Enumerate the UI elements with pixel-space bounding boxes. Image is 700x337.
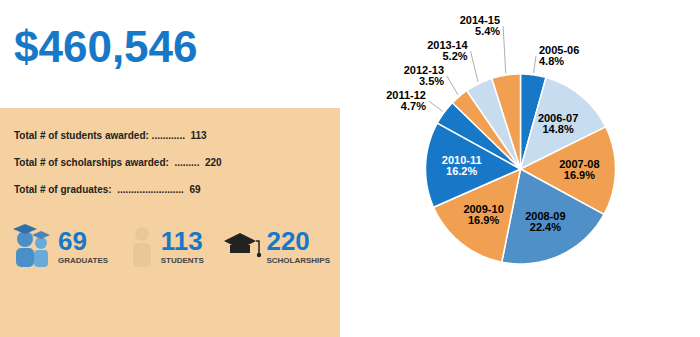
html-text:220: 220 (266, 226, 310, 256)
svg-text:2008-0922.4%: 2008-0922.4% (525, 210, 565, 233)
svg-text:2013-145.2%: 2013-145.2% (427, 39, 468, 62)
svg-text:2009-1016.9%: 2009-1016.9% (463, 203, 503, 226)
html-text:STUDENTS: STUDENTS (160, 256, 204, 265)
svg-text:2006-0714.8%: 2006-0714.8% (538, 112, 578, 135)
svg-text:2011-124.7%: 2011-124.7% (386, 89, 426, 112)
html-text:69: 69 (58, 226, 87, 256)
html-text:Total # of scholarships awarde: Total # of scholarships awarded: .......… (14, 157, 222, 168)
svg-text:2012-133.5%: 2012-133.5% (404, 64, 445, 87)
html-text:SCHOLARSHIPS: SCHOLARSHIPS (266, 256, 330, 265)
html-text:GRADUATES: GRADUATES (58, 256, 109, 265)
html-text:113: 113 (160, 226, 203, 256)
html-text:Total # of graduates: ........: Total # of graduates: ..................… (14, 184, 201, 195)
svg-text:2014-155.4%: 2014-155.4% (460, 14, 501, 37)
html-text:$460,546: $460,546 (14, 22, 198, 71)
svg-text:2010-1116.2%: 2010-1116.2% (442, 154, 482, 177)
svg-text:2007-0816.9%: 2007-0816.9% (559, 158, 599, 181)
svg-text:2005-064.8%: 2005-064.8% (539, 44, 579, 67)
html-text:Total # of students awarded: .: Total # of students awarded: ...........… (14, 130, 207, 141)
